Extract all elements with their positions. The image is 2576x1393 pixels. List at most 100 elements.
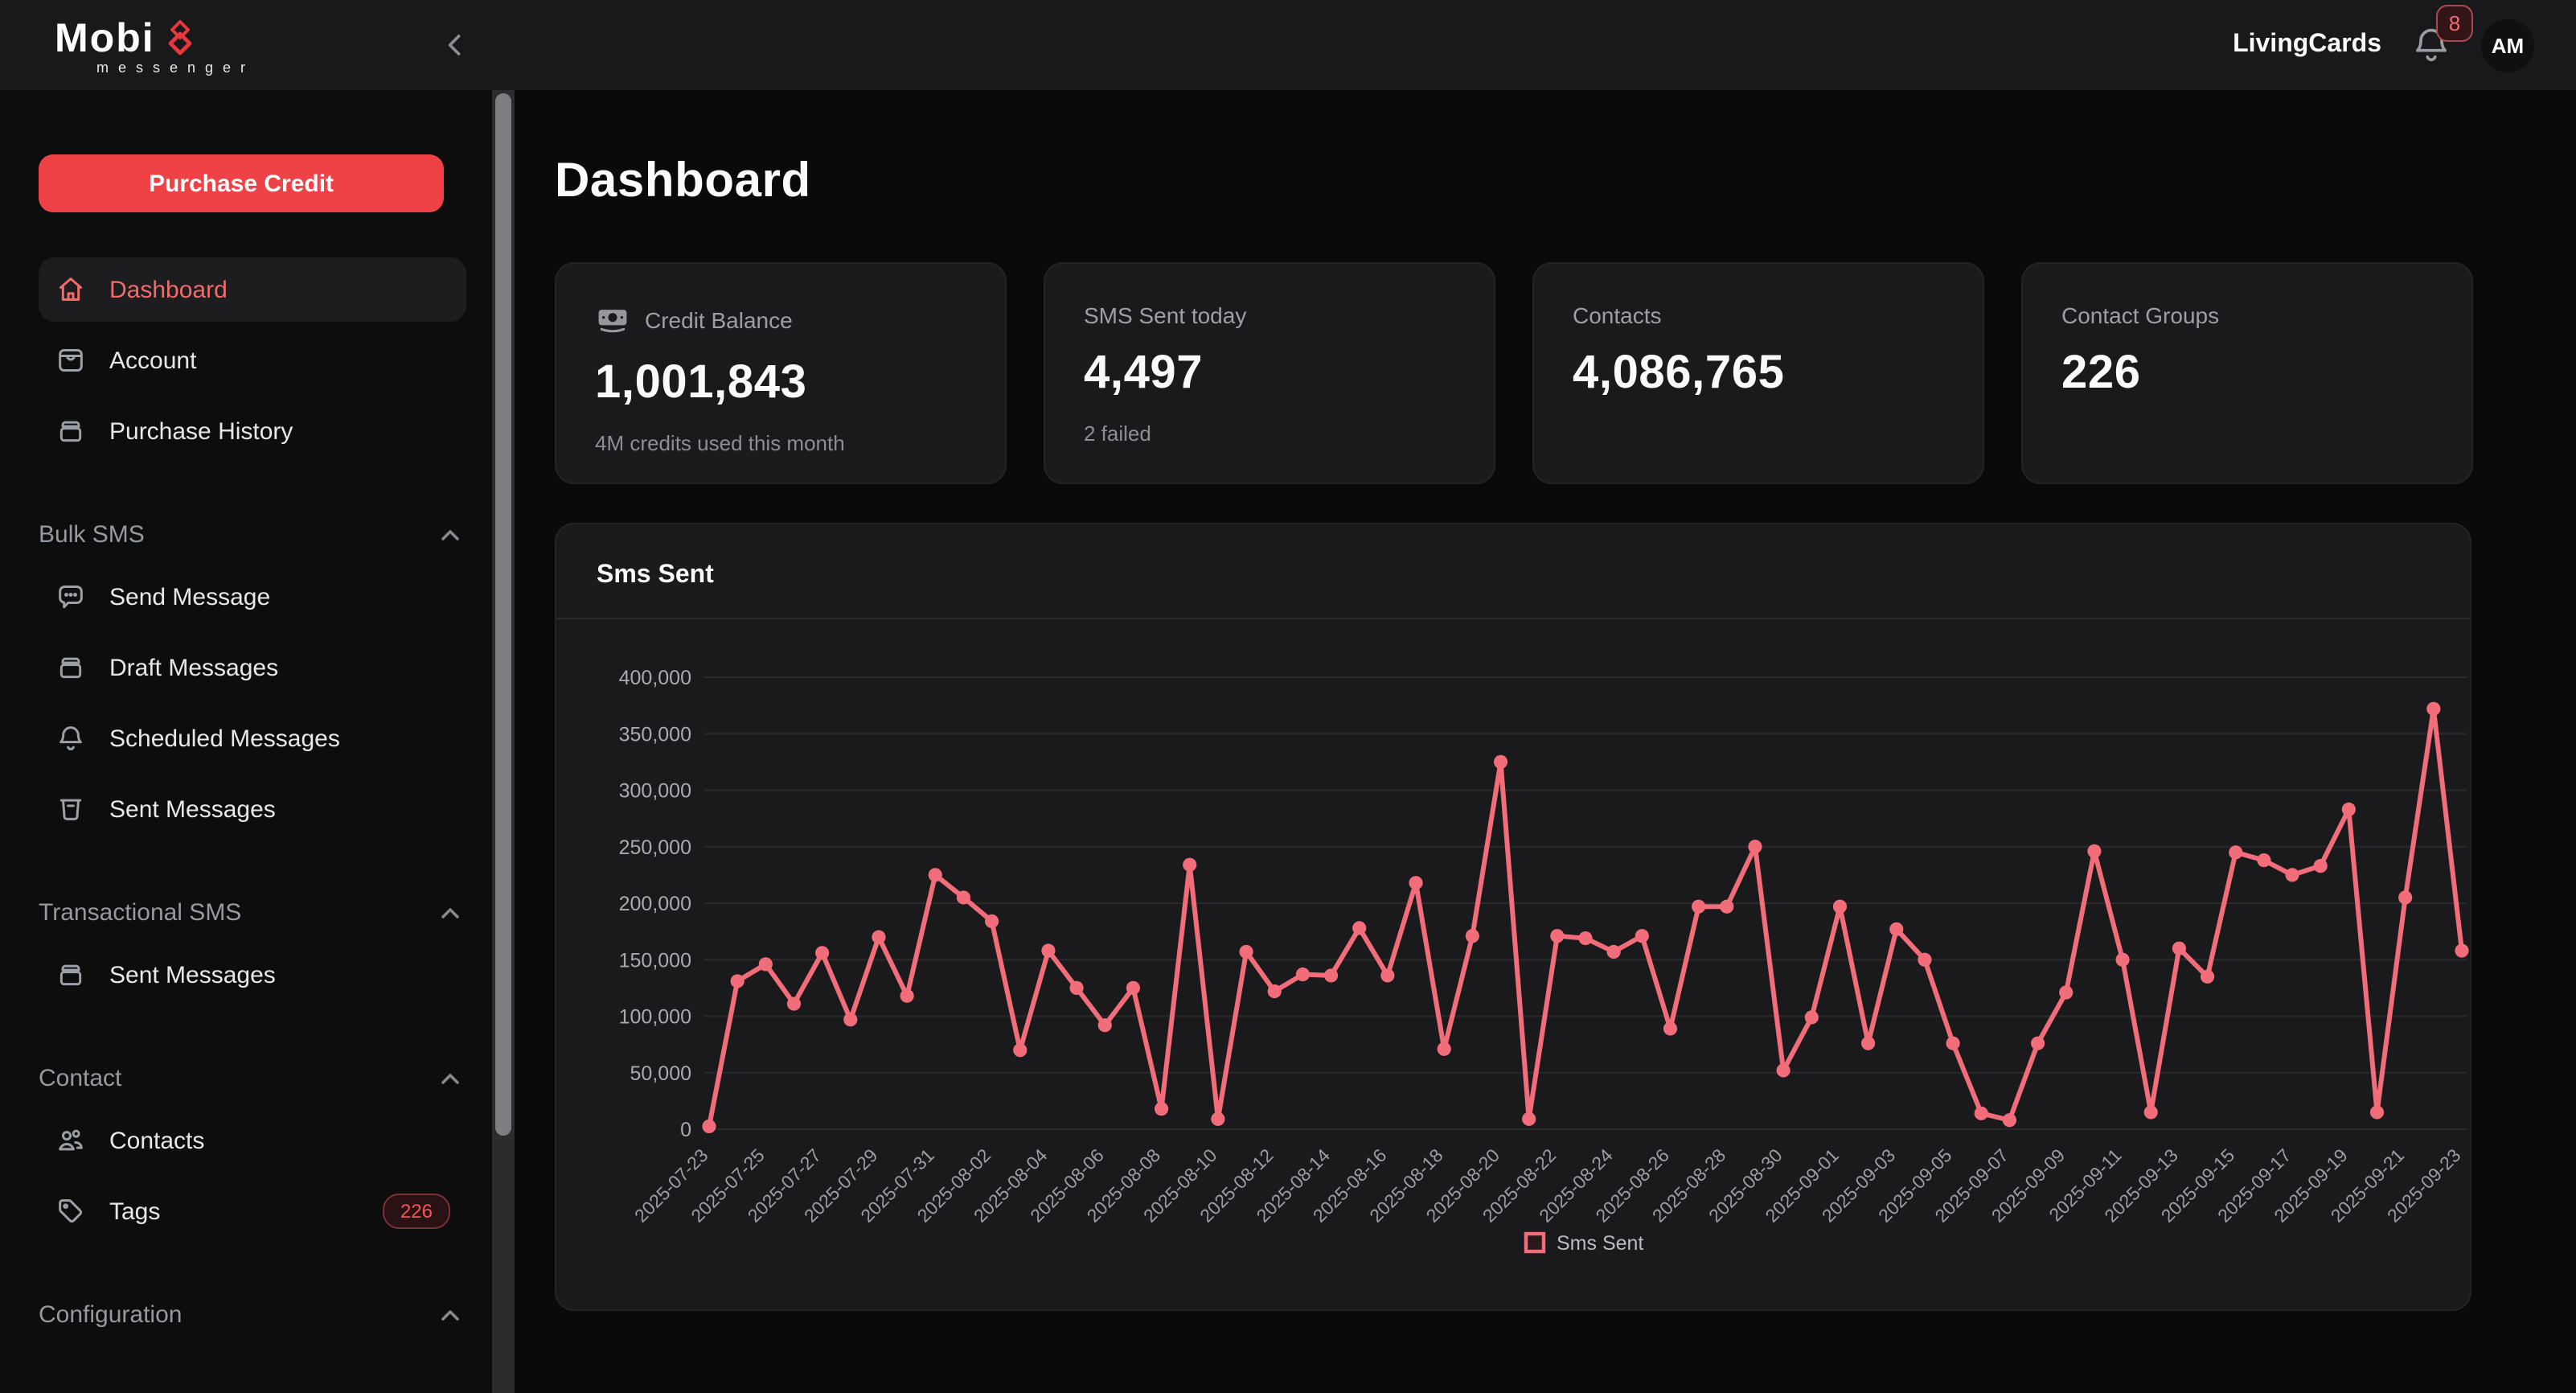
avatar[interactable]: AM bbox=[2481, 18, 2534, 72]
sidebar-item-tags[interactable]: Tags 226 bbox=[39, 1179, 466, 1243]
main-content: Dashboard Credit Balance 1,0 bbox=[515, 90, 2576, 1393]
data-point bbox=[2426, 701, 2441, 716]
archive-icon bbox=[55, 415, 87, 447]
data-point bbox=[786, 996, 802, 1011]
sidebar-item-account[interactable]: Account bbox=[39, 328, 466, 392]
data-point bbox=[758, 957, 773, 972]
home-icon bbox=[55, 273, 87, 306]
data-point bbox=[2002, 1113, 2017, 1128]
y-axis-tick-label: 100,000 bbox=[619, 1006, 691, 1029]
data-point bbox=[2087, 844, 2102, 858]
data-point bbox=[1211, 1112, 1225, 1126]
section-label: Contact bbox=[39, 1065, 122, 1092]
notifications-button[interactable]: 8 bbox=[2410, 5, 2473, 66]
data-point bbox=[1776, 1063, 1790, 1078]
divider bbox=[556, 618, 2470, 619]
data-point bbox=[1946, 1036, 1960, 1050]
y-axis-tick-label: 400,000 bbox=[619, 667, 691, 689]
stat-card-sms-sent-today: SMS Sent today 4,497 2 failed bbox=[1044, 262, 1495, 484]
legend-label[interactable]: Sms Sent bbox=[1557, 1232, 1643, 1255]
sidebar-item-dashboard[interactable]: Dashboard bbox=[39, 257, 466, 322]
stat-card-value: 226 bbox=[2061, 347, 2141, 399]
chevron-up-icon bbox=[437, 1302, 463, 1328]
stat-card-label: SMS Sent today bbox=[1084, 302, 1247, 328]
data-point bbox=[985, 914, 999, 929]
sidebar-item-label: Sent Messages bbox=[109, 795, 276, 823]
data-point bbox=[900, 988, 914, 1003]
sidebar-item-label: Contacts bbox=[109, 1127, 205, 1154]
bell-icon bbox=[55, 722, 87, 754]
y-axis-tick-label: 350,000 bbox=[619, 723, 691, 746]
data-point bbox=[2257, 853, 2271, 868]
data-point bbox=[1493, 754, 1508, 769]
chevron-left-icon bbox=[437, 27, 473, 63]
stat-cards-row: Credit Balance 1,001,843 4M credits used… bbox=[555, 262, 2523, 484]
sidebar-section-bulk-sms[interactable]: Bulk SMS bbox=[39, 521, 466, 549]
data-point bbox=[1183, 857, 1197, 872]
logo-diamond-icon bbox=[162, 18, 200, 60]
data-point bbox=[1352, 921, 1367, 935]
data-point bbox=[2285, 868, 2299, 882]
data-point bbox=[1974, 1106, 1988, 1120]
topbar: Mobi messenger LivingCards bbox=[0, 0, 2576, 90]
sidebar-item-label: Sent Messages bbox=[109, 961, 276, 988]
banknote-icon bbox=[595, 302, 630, 338]
section-label: Configuration bbox=[39, 1301, 183, 1329]
data-point bbox=[1635, 929, 1649, 943]
sidebar-item-purchase-history[interactable]: Purchase History bbox=[39, 399, 466, 463]
sidebar-primary-nav: Dashboard Account Purchase History bbox=[39, 257, 466, 463]
account-name: LivingCards bbox=[2233, 31, 2381, 58]
sidebar-collapse-button[interactable] bbox=[437, 27, 473, 63]
legend-swatch[interactable] bbox=[1524, 1231, 1546, 1254]
data-point bbox=[2229, 845, 2243, 860]
data-point bbox=[702, 1119, 716, 1134]
data-point bbox=[1606, 944, 1621, 959]
wallet-icon bbox=[55, 344, 87, 376]
data-point bbox=[1861, 1036, 1876, 1050]
sidebar-section-configuration[interactable]: Configuration bbox=[39, 1301, 466, 1329]
stat-card-subtext: 4M credits used this month bbox=[595, 431, 845, 455]
data-point bbox=[1889, 922, 1904, 936]
sidebar-scrollbar-thumb[interactable] bbox=[495, 93, 511, 1136]
sidebar-scrollbar-track[interactable] bbox=[492, 90, 515, 1393]
sidebar-item-sent-messages[interactable]: Sent Messages bbox=[39, 777, 466, 841]
data-point bbox=[2341, 802, 2356, 816]
sms-sent-chart-card: Sms Sent 0 50,000 100,000 150,000 200,000 250… bbox=[555, 523, 2471, 1311]
line-series-sms-sent bbox=[707, 706, 2464, 1129]
data-point bbox=[815, 946, 830, 960]
data-point bbox=[1041, 943, 1056, 958]
sidebar-item-scheduled-messages[interactable]: Scheduled Messages bbox=[39, 706, 466, 770]
data-point bbox=[1465, 929, 1479, 943]
chat-bubble-icon bbox=[55, 581, 87, 613]
data-point bbox=[1578, 931, 1593, 946]
data-point bbox=[2200, 969, 2215, 984]
sidebar-item-send-message[interactable]: Send Message bbox=[39, 565, 466, 629]
sidebar-bulk-sms-nav: Send Message Draft Messages Scheduled bbox=[39, 565, 466, 841]
data-point bbox=[2172, 941, 2186, 955]
data-point bbox=[1663, 1021, 1678, 1036]
stat-card-label: Credit Balance bbox=[645, 307, 793, 333]
data-point bbox=[1097, 1018, 1112, 1033]
data-point bbox=[730, 974, 744, 988]
sidebar-item-label: Tags bbox=[109, 1198, 161, 1225]
chevron-up-icon bbox=[437, 900, 463, 926]
sidebar-item-draft-messages[interactable]: Draft Messages bbox=[39, 635, 466, 700]
stat-card-value: 4,497 bbox=[1084, 347, 1204, 399]
logo-text: Mobi bbox=[55, 15, 155, 60]
sidebar-item-label: Account bbox=[109, 347, 197, 374]
y-axis-tick-label: 250,000 bbox=[619, 836, 691, 859]
sidebar-item-transactional-sent-messages[interactable]: Sent Messages bbox=[39, 943, 466, 1007]
data-point bbox=[1550, 929, 1565, 943]
chart-title: Sms Sent bbox=[597, 561, 714, 589]
archive-icon bbox=[55, 959, 87, 991]
data-point bbox=[1126, 980, 1141, 995]
tag-icon bbox=[55, 1195, 87, 1227]
y-axis-tick-label: 300,000 bbox=[619, 780, 691, 803]
purchase-credit-button[interactable]: Purchase Credit bbox=[39, 154, 444, 212]
sidebar-section-transactional-sms[interactable]: Transactional SMS bbox=[39, 899, 466, 927]
sidebar-item-label: Send Message bbox=[109, 583, 271, 610]
data-point bbox=[928, 868, 942, 882]
sidebar-item-contacts[interactable]: Contacts bbox=[39, 1108, 466, 1173]
data-point bbox=[2369, 1105, 2385, 1120]
sidebar-section-contact[interactable]: Contact bbox=[39, 1065, 466, 1092]
